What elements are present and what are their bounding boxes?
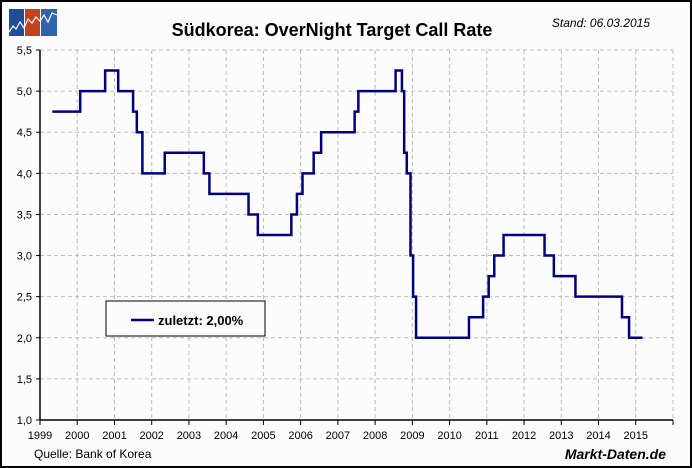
x-tick-label: 2010 <box>437 430 461 442</box>
y-tick-label: 2,0 <box>17 333 32 345</box>
x-tick-label: 2011 <box>475 430 499 442</box>
x-tick-label: 2007 <box>326 430 350 442</box>
gridlines <box>40 49 674 420</box>
date-stamp: Stand: 06.03.2015 <box>551 16 650 30</box>
y-tick-label: 3,5 <box>17 209 32 221</box>
x-tick-label: 2005 <box>251 430 275 442</box>
logo-icon <box>9 9 57 36</box>
y-tick-label: 4,5 <box>17 127 32 139</box>
y-tick-label: 1,5 <box>17 374 32 386</box>
x-tick-label: 2000 <box>65 430 89 442</box>
x-tick-label: 2001 <box>102 430 126 442</box>
x-tick-label: 2013 <box>549 430 573 442</box>
source-note: Quelle: Bank of Korea <box>34 447 152 461</box>
x-tick-label: 2008 <box>363 430 387 442</box>
chart-title: Südkorea: OverNight Target Call Rate <box>171 20 493 40</box>
brand-label: Markt-Daten.de <box>564 446 666 462</box>
x-tick-label: 2015 <box>624 430 648 442</box>
y-tick-label: 5,0 <box>17 86 32 98</box>
y-tick-label: 3,0 <box>17 251 32 263</box>
legend-label: zuletzt: 2,00% <box>158 313 244 328</box>
y-tick-label: 2,5 <box>17 292 32 304</box>
y-axis-ticks: 1,0 1,5 2,0 2,5 3,0 3,5 4,0 4,5 5,0 5,5 <box>17 45 40 427</box>
x-tick-label: 2012 <box>512 430 536 442</box>
x-tick-label: 2014 <box>586 430 610 442</box>
x-tick-label: 2009 <box>400 430 424 442</box>
legend-box <box>105 300 266 337</box>
y-tick-label: 1,0 <box>17 415 32 427</box>
x-tick-label: 2006 <box>288 430 312 442</box>
x-tick-label: 2002 <box>139 430 163 442</box>
x-axis-ticks: 1999 2000 2001 2002 2003 2004 2005 2006 2007 2008… <box>28 420 674 442</box>
y-tick-label: 4,0 <box>17 168 32 180</box>
y-tick-label: 5,5 <box>17 45 32 57</box>
series-line <box>52 69 643 340</box>
x-tick-label: 2004 <box>214 430 238 442</box>
legend: zuletzt: 2,00% <box>105 300 266 337</box>
axes <box>39 50 673 421</box>
x-tick-label: 2003 <box>177 430 201 442</box>
x-tick-label: 1999 <box>28 430 52 442</box>
